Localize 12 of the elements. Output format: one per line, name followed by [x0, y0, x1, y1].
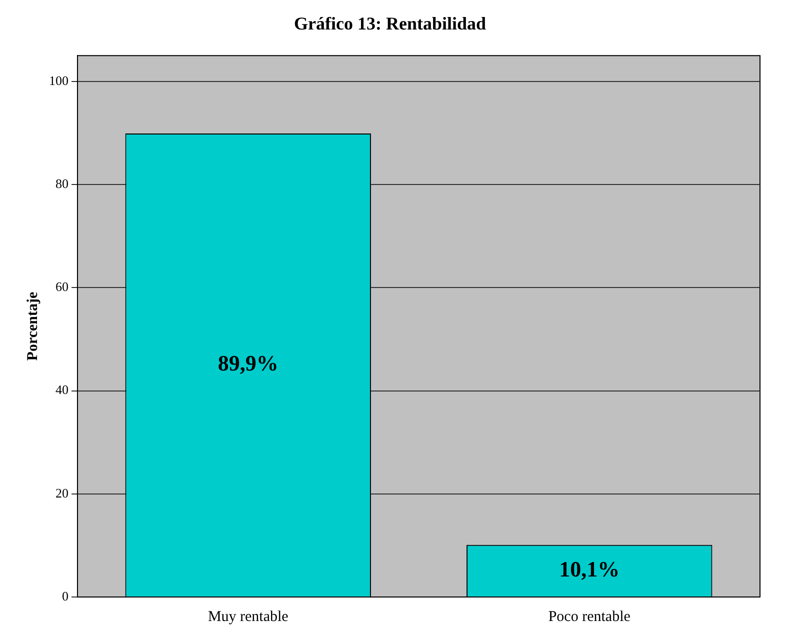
y-tick-label: 40 — [56, 382, 68, 398]
chart-title: Gráfico 13: Rentabilidad — [294, 13, 486, 34]
y-axis-title: Porcentaje — [24, 292, 41, 361]
y-tick-label: 100 — [49, 72, 68, 88]
y-tick-label: 80 — [56, 176, 68, 191]
y-tick-label: 60 — [56, 279, 68, 294]
x-tick-label: Poco rentable — [548, 608, 631, 625]
data-label: 89,9% — [218, 350, 278, 376]
x-tick-label: Muy rentable — [208, 608, 289, 625]
y-tick-label: 20 — [56, 485, 68, 500]
y-tick-label: 0 — [62, 588, 68, 604]
data-label: 10,1% — [559, 556, 620, 582]
